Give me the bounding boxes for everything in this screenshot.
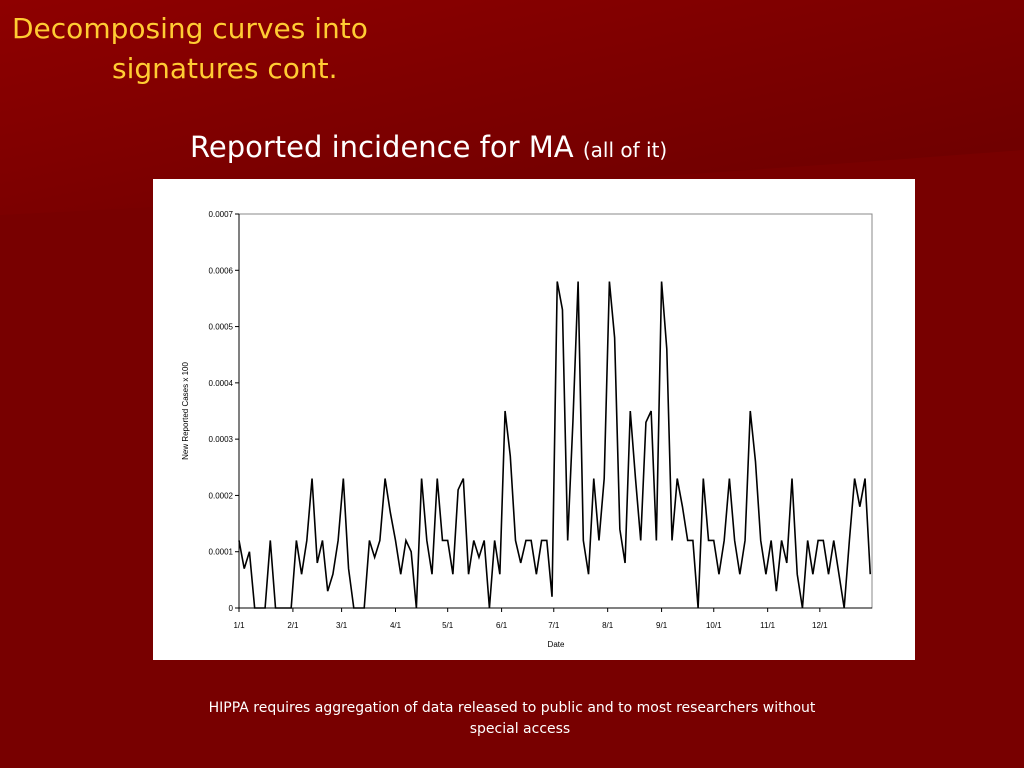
x-tick-label: 11/1 — [760, 621, 776, 630]
y-tick-label: 0.0003 — [209, 435, 234, 444]
x-tick-label: 2/1 — [287, 621, 299, 630]
heading: Reported incidence for MA (all of it) — [190, 130, 667, 164]
chart-area — [153, 179, 915, 660]
x-tick-label: 4/1 — [390, 621, 402, 630]
caption: special access — [470, 721, 570, 737]
y-tick-label: 0.0005 — [209, 323, 234, 332]
title: signatures cont. — [112, 52, 338, 85]
y-tick-label: 0 — [229, 604, 234, 613]
heading-note: (all of it) — [583, 138, 667, 162]
x-tick-label: 8/1 — [602, 621, 614, 630]
x-tick-label: 1/1 — [233, 621, 245, 630]
x-axis-label: Date — [548, 640, 565, 649]
y-tick-label: 0.0006 — [209, 266, 234, 275]
caption: HIPPA requires aggregation of data relea… — [209, 700, 816, 716]
x-tick-label: 5/1 — [442, 621, 454, 630]
y-axis-label: New Reported Cases x 100 — [181, 362, 190, 460]
x-tick-label: 3/1 — [336, 621, 348, 630]
x-tick-label: 7/1 — [548, 621, 560, 630]
background-band — [0, 0, 1024, 215]
data-line — [238, 281, 872, 609]
y-tick-label: 0.0007 — [209, 210, 234, 219]
x-tick-label: 12/1 — [812, 621, 828, 630]
y-tick-label: 0.0001 — [209, 548, 234, 557]
y-tick-label: 0.0004 — [209, 379, 234, 388]
x-tick-label: 6/1 — [496, 621, 508, 630]
y-tick-label: 0.0002 — [209, 491, 234, 500]
heading-text: Reported incidence for MA — [190, 130, 574, 164]
x-tick-label: 10/1 — [706, 621, 722, 630]
x-tick-label: 9/1 — [656, 621, 668, 630]
title: Decomposing curves into — [12, 12, 368, 45]
